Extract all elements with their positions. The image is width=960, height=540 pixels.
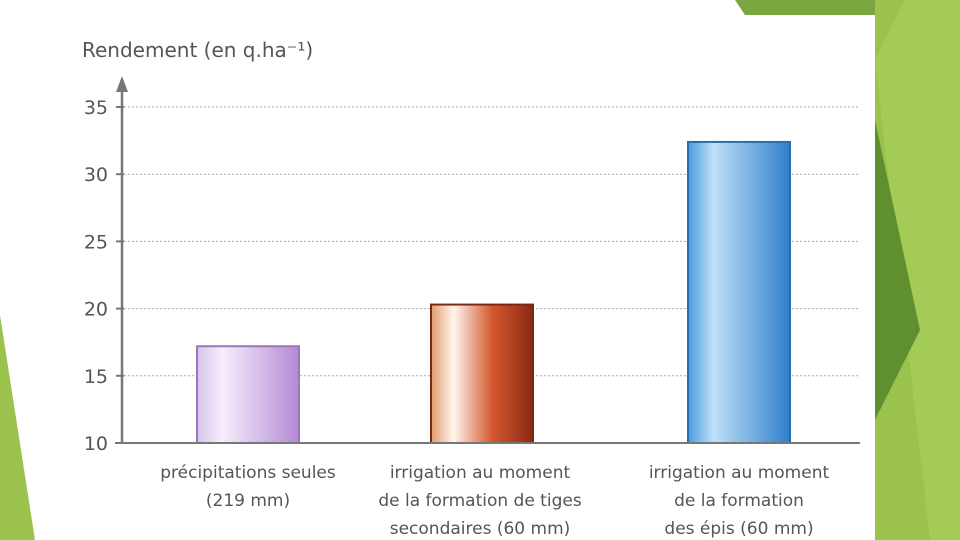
y-axis-label: Rendement (en q.ha⁻¹) [82, 38, 313, 62]
category-label: de la formation de tiges [378, 491, 582, 511]
bar-3 [687, 140, 791, 444]
green-shape-left [0, 315, 35, 540]
category-label: (219 mm) [206, 491, 290, 511]
bar-1 [196, 345, 300, 444]
green-shape-dark [875, 120, 920, 420]
category-label: précipitations seules [160, 463, 336, 483]
category-label: de la formation [674, 491, 804, 511]
y-tick-label: 30 [84, 164, 108, 186]
y-tick-label: 25 [84, 231, 108, 253]
bar-2 [430, 303, 534, 444]
category-label: des épis (60 mm) [664, 519, 813, 539]
green-shape-right [875, 0, 960, 540]
y-tick-label: 10 [84, 433, 108, 455]
y-axis-arrow [116, 76, 128, 92]
green-shape-corner [735, 0, 875, 15]
category-label: irrigation au moment [390, 463, 571, 483]
category-label: irrigation au moment [649, 463, 830, 483]
y-tick-label: 35 [84, 97, 108, 119]
category-label: secondaires (60 mm) [390, 519, 571, 539]
y-tick-label: 15 [84, 366, 108, 388]
y-tick-label: 20 [84, 299, 108, 321]
